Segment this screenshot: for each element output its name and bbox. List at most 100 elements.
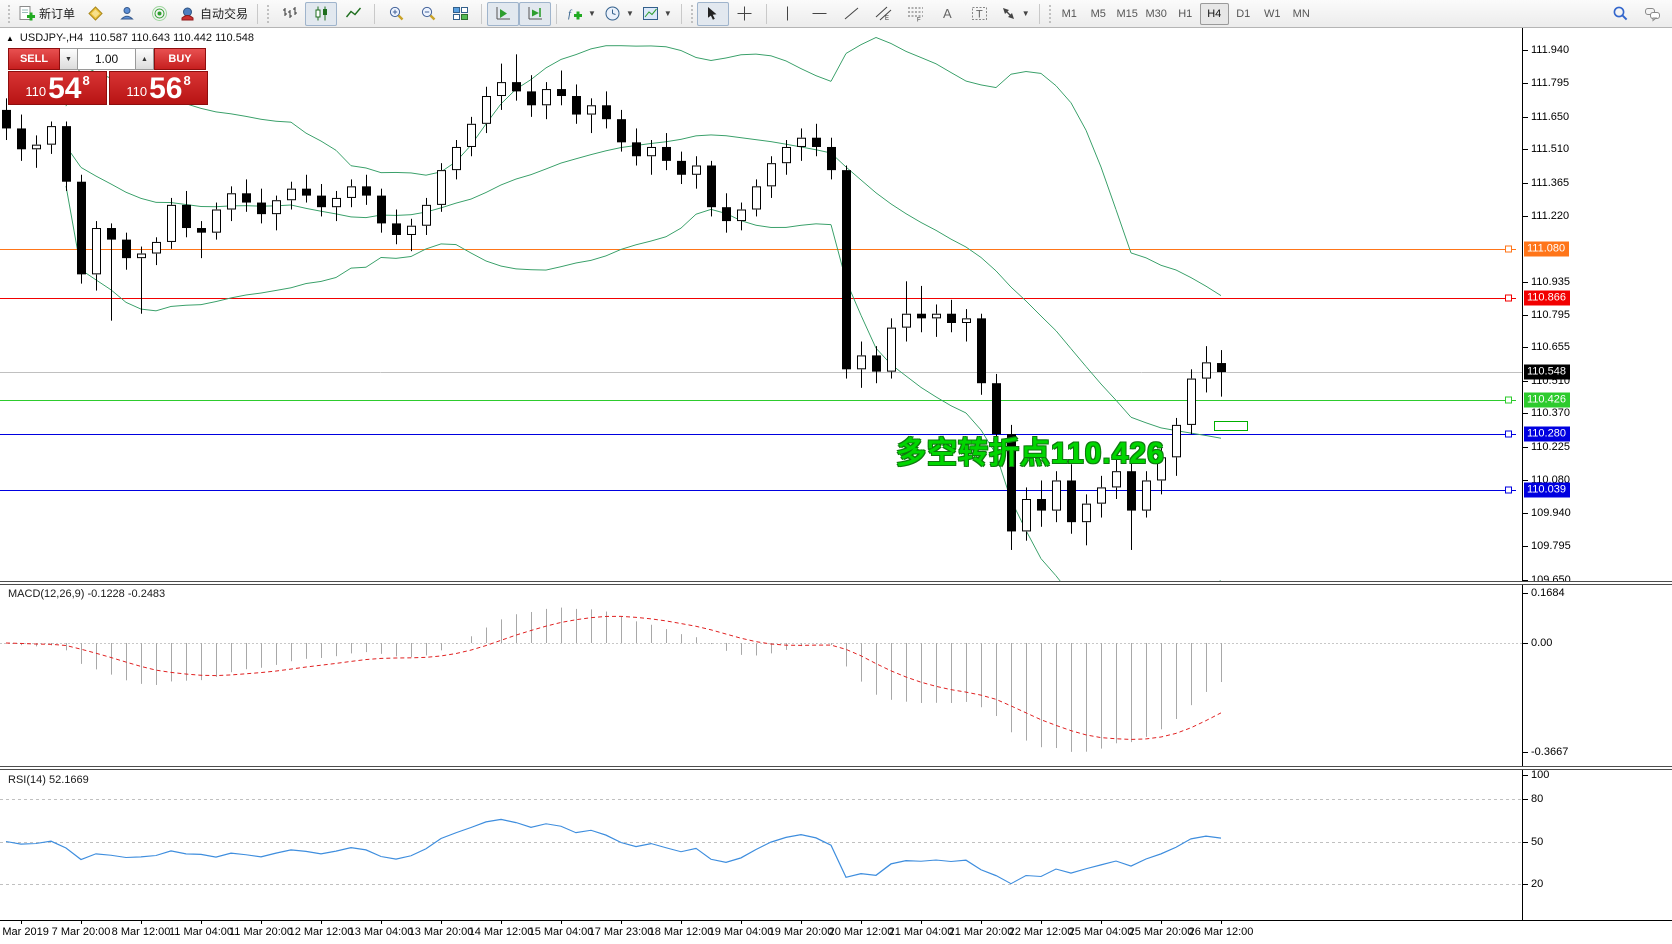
bid-price-box[interactable]: 110 54 8 [8, 71, 107, 105]
candlestick-chart-button[interactable] [305, 1, 338, 26]
time-axis-label: 15 Mar 04:00 [528, 926, 594, 938]
dropdown-caret-icon: ▼ [588, 9, 596, 18]
toolbar-separator [1038, 3, 1040, 24]
svg-text:E: E [885, 16, 889, 22]
timeframe-button-m5[interactable]: M5 [1090, 7, 1106, 20]
cursor-tool-button[interactable] [696, 1, 729, 26]
zoom-out-button[interactable] [412, 2, 444, 26]
toolbar-separator [680, 3, 682, 24]
time-axis-tick [201, 921, 202, 924]
zoom-in-icon [389, 6, 403, 21]
highlight-bar-object[interactable] [1214, 421, 1248, 431]
toolbar-grip[interactable] [1047, 4, 1052, 23]
timeframe-button-h4[interactable]: H4 [1199, 2, 1229, 25]
periods-button[interactable]: ▼ [600, 2, 638, 26]
bar-chart-button[interactable] [273, 2, 305, 26]
svg-text:T: T [976, 9, 983, 21]
toolbar-grip[interactable] [689, 4, 694, 23]
timeframe-button-mn[interactable]: MN [1292, 7, 1310, 20]
collapse-icon[interactable]: ▲ [6, 33, 14, 43]
market-watch-button[interactable] [79, 2, 111, 26]
horizontal-line-tool-button[interactable] [804, 2, 836, 26]
autotrading-button[interactable]: 自动交易 [175, 2, 252, 26]
price-tick-label: 109.795 [1522, 540, 1571, 553]
chat-icon [1644, 8, 1660, 22]
time-axis-label: 21 Mar 04:00 [888, 926, 954, 938]
ask-price-box[interactable]: 110 56 8 [109, 71, 208, 105]
arrows-tool-button[interactable]: ▼ [996, 2, 1034, 26]
rsi-axis-label: 80 [1521, 792, 1544, 805]
dropdown-caret-icon: ▼ [663, 9, 672, 18]
toolbar-grip[interactable] [266, 4, 271, 23]
signals-button[interactable] [143, 2, 175, 26]
profile-button[interactable] [111, 2, 143, 26]
text-label-tool-button[interactable]: T [964, 2, 996, 26]
chart-shift-button[interactable] [519, 1, 552, 26]
timeframe-button-m30[interactable]: M30 [1145, 7, 1167, 20]
rsi-canvas[interactable] [0, 770, 1522, 920]
templates-button[interactable]: ▼ [638, 2, 676, 26]
candlestick-chart-icon [315, 6, 327, 21]
chart-text-annotation[interactable]: 多空转折点110.426 [896, 437, 1165, 470]
time-axis-label: 21 Mar 20:00 [948, 926, 1014, 938]
rsi-axis-label: 50 [1521, 835, 1544, 848]
macd-axis-label: 0.1684 [1522, 587, 1565, 599]
axis-border [1522, 28, 1523, 920]
timeframe-button-d1[interactable]: D1 [1236, 7, 1251, 20]
timeframe-button-m15[interactable]: M15 [1116, 7, 1138, 20]
panel-splitter[interactable] [0, 766, 1672, 770]
price-line-label: 110.039 [1524, 482, 1570, 498]
indicators-button[interactable]: f ▼ [562, 2, 600, 26]
toolbar-grip[interactable] [7, 4, 11, 23]
time-axis-tick [81, 921, 82, 924]
bid-prefix: 110 [25, 84, 47, 99]
tile-windows-button[interactable] [444, 2, 476, 26]
trendline-tool-button[interactable] [836, 2, 868, 26]
timeframe-button-m1[interactable]: M1 [1061, 7, 1077, 20]
toolbar-separator [765, 3, 767, 24]
price-axis[interactable]: 111.940 111.795 111.650 111.510 111.365 111.2… [1521, 28, 1672, 920]
volume-increase-button[interactable]: ▲ [136, 48, 154, 70]
macd-canvas[interactable] [0, 585, 1522, 766]
chat-button[interactable] [1636, 2, 1668, 26]
trade-panel-prices: 110 54 8 110 56 8 [8, 71, 208, 105]
profile-icon [119, 7, 134, 20]
vertical-line-tool-button[interactable] [772, 2, 804, 26]
buy-button[interactable]: BUY [154, 48, 206, 70]
sell-button[interactable]: SELL [8, 48, 60, 70]
chart-shift-icon [528, 7, 542, 20]
time-axis-tick [861, 921, 862, 924]
zoom-in-button[interactable] [380, 2, 412, 26]
time-axis-tick [681, 921, 682, 924]
channel-tool-button[interactable]: E [868, 2, 900, 26]
volume-input[interactable] [78, 48, 136, 70]
price-tick-label: 111.510 [1521, 143, 1570, 156]
new-order-button[interactable]: 新订单 [14, 2, 79, 26]
cursor-icon [708, 7, 717, 20]
timeframe-button-h1[interactable]: H1 [1178, 7, 1193, 20]
auto-scroll-button[interactable] [487, 1, 520, 26]
fibonacci-tool-button[interactable]: F [900, 2, 932, 26]
search-button[interactable] [1604, 2, 1636, 26]
macd-axis-label: -0.3667 [1521, 745, 1569, 758]
crosshair-tool-button[interactable] [729, 2, 761, 26]
rsi-axis-label: 100 [1521, 769, 1550, 781]
timeframe-button-w1[interactable]: W1 [1263, 7, 1281, 20]
time-axis-tick [1221, 921, 1222, 924]
time-axis-tick [801, 921, 802, 924]
main-chart-canvas[interactable] [0, 28, 1522, 581]
volume-decrease-button[interactable]: ▼ [60, 48, 78, 70]
price-line-label: 111.080 [1524, 241, 1570, 257]
time-axis-tick [741, 921, 742, 924]
time-axis-label: 7 Mar 20:00 [51, 926, 111, 938]
panel-splitter[interactable] [0, 581, 1672, 585]
time-axis-tick [21, 921, 22, 924]
line-chart-button[interactable] [337, 2, 369, 26]
time-axis-label: 11 Mar 04:00 [168, 926, 234, 938]
time-axis-label: 12 Mar 12:00 [288, 926, 354, 938]
price-tick-label: 111.650 [1521, 110, 1570, 123]
text-icon: A [943, 6, 952, 21]
dropdown-caret-icon: ▼ [625, 9, 634, 18]
text-tool-button[interactable]: A [932, 2, 964, 26]
